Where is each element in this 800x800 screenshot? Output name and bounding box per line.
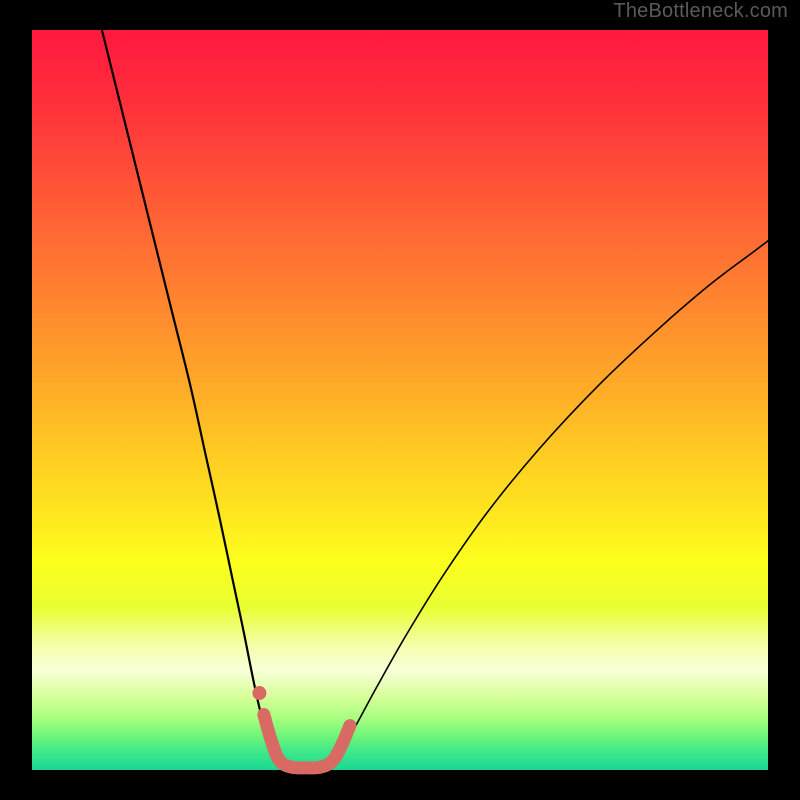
watermark-text: TheBottleneck.com bbox=[613, 0, 788, 23]
gradient-plot bbox=[0, 0, 800, 800]
chart-canvas: TheBottleneck.com bbox=[0, 0, 800, 800]
plot-background bbox=[32, 30, 768, 770]
trough-dot bbox=[252, 686, 266, 700]
